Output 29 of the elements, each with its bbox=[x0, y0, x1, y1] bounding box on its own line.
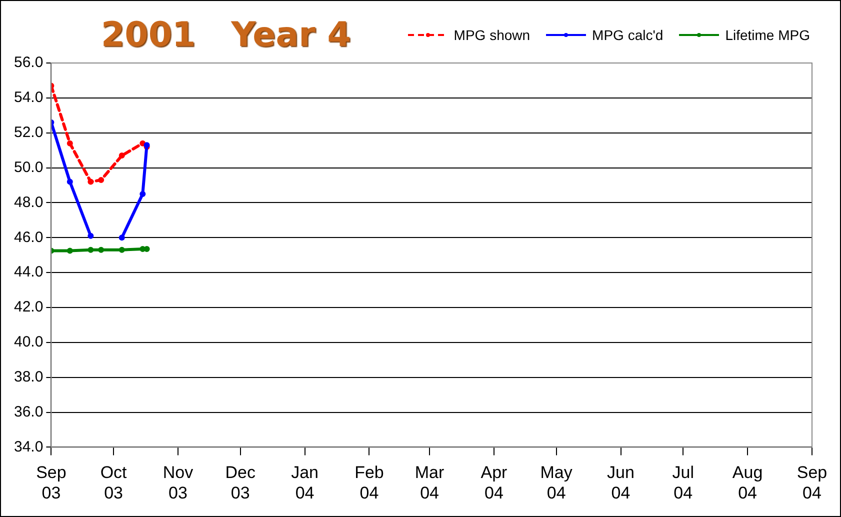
legend-label: Lifetime MPG bbox=[725, 27, 810, 43]
y-tick-label: 40.0 bbox=[14, 334, 44, 351]
x-tick-label: Nov 03 bbox=[162, 463, 194, 502]
legend-label: MPG calc'd bbox=[592, 27, 664, 43]
x-tick-label: Apr 04 bbox=[480, 463, 508, 502]
y-tick-label: 50.0 bbox=[14, 158, 44, 176]
x-tick-label: Aug 04 bbox=[732, 463, 763, 502]
y-tick-label: 34.0 bbox=[14, 438, 44, 456]
x-tick-label: Jan 04 bbox=[291, 463, 319, 502]
y-tick-label: 44.0 bbox=[14, 264, 44, 281]
x-tick-label: Oct 03 bbox=[100, 463, 128, 502]
chart-title: 2001 Year 4 bbox=[101, 15, 351, 55]
x-tick-label: Jul 04 bbox=[672, 463, 694, 502]
legend-label: MPG shown bbox=[454, 27, 530, 43]
x-tick-label: May 04 bbox=[540, 463, 573, 502]
x-tick-label: Jun 04 bbox=[607, 463, 634, 502]
x-tick-label: Dec 03 bbox=[225, 463, 256, 502]
x-tick-label: Sep 03 bbox=[36, 463, 66, 502]
y-tick-label: 56.0 bbox=[14, 54, 44, 72]
y-tick-label: 46.0 bbox=[14, 228, 44, 246]
y-tick-label: 54.0 bbox=[14, 89, 44, 106]
x-tick-label: Sep 04 bbox=[796, 463, 828, 502]
x-tick-label: Feb 04 bbox=[354, 463, 384, 502]
y-tick-label: 38.0 bbox=[14, 368, 44, 386]
y-tick-label: 48.0 bbox=[14, 194, 44, 211]
x-tick-label: Mar 04 bbox=[414, 463, 444, 502]
y-tick-label: 36.0 bbox=[14, 403, 44, 420]
y-tick-label: 42.0 bbox=[14, 298, 44, 316]
y-tick-label: 52.0 bbox=[14, 124, 44, 141]
